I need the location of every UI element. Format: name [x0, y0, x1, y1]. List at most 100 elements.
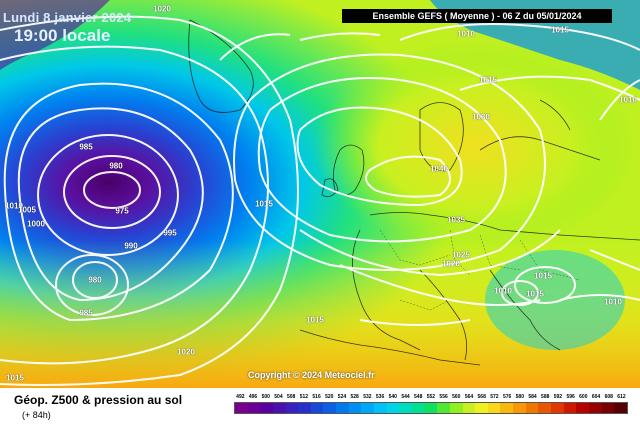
legend-swatch	[272, 403, 286, 413]
legend-swatch	[411, 403, 425, 413]
legend-value: 536	[375, 394, 385, 400]
isobar-label: 1015	[526, 289, 544, 299]
legend-value: 564	[464, 394, 474, 400]
legend-swatch	[500, 403, 514, 413]
legend-swatch	[513, 403, 526, 413]
isobar-label: 1005	[18, 205, 36, 215]
legend-value: 560	[452, 394, 461, 400]
legend-value: 544	[401, 394, 410, 400]
legend-value: 520	[325, 394, 334, 400]
isobar-label: 1010	[5, 201, 23, 211]
legend-value: 508	[286, 394, 296, 400]
lead-time: (+ 84h)	[22, 410, 51, 420]
legend-value: 576	[502, 394, 512, 400]
legend-swatch	[260, 403, 273, 413]
legend-swatch	[449, 403, 463, 413]
legend-value: 532	[363, 394, 372, 400]
legend-swatch	[551, 403, 564, 413]
legend-value: 504	[274, 394, 283, 400]
isobar-label: 1010	[619, 95, 637, 105]
legend-value: 492	[236, 394, 245, 400]
isobar-label: 1010	[494, 286, 512, 296]
isobar-label: 1015	[534, 271, 552, 281]
legend-swatch	[487, 403, 501, 413]
legend-swatch	[374, 403, 387, 413]
legend-swatch	[424, 403, 438, 413]
legend-value: 592	[553, 394, 563, 400]
isobar-label: 1020	[177, 347, 195, 357]
isobar-label: 1010	[604, 297, 622, 307]
legend-value: 596	[566, 394, 575, 400]
legend-value: 588	[541, 394, 550, 400]
legend-swatch	[386, 403, 400, 413]
isobar-label: 1030	[472, 112, 490, 122]
legend-swatch-row	[234, 402, 628, 414]
isobar-label: 985	[79, 308, 93, 318]
isobar-label: 975	[115, 206, 129, 216]
legend-value: 600	[579, 394, 588, 400]
legend-value: 568	[477, 394, 486, 400]
legend-swatch	[614, 403, 627, 413]
legend-swatch	[563, 403, 577, 413]
legend-swatch	[310, 403, 324, 413]
color-legend: 492 496 500 504 508 512 516 520 524 528 532 536 540 5…	[234, 392, 628, 424]
isobar-label: 1015	[479, 75, 497, 85]
isobar-label: 995	[163, 228, 177, 238]
legend-swatch	[462, 403, 476, 413]
legend-swatch	[437, 403, 450, 413]
legend-value: 556	[439, 394, 448, 400]
forecast-local-time: 19:00 locale	[14, 26, 111, 45]
isobar-label: 1015	[306, 315, 324, 325]
legend-value: 500	[261, 394, 270, 400]
isobar-label: 1035	[447, 215, 465, 225]
isobar-label: 1010	[457, 29, 475, 39]
legend-tick-row: 492 496 500 504 508 512 516 520 524 528 532 536 540 5…	[234, 392, 628, 402]
bottom-bar: Géop. Z500 & pression au sol (+ 84h) 492…	[0, 388, 640, 427]
legend-swatch	[336, 403, 349, 413]
legend-swatch	[576, 403, 589, 413]
legend-value: 548	[414, 394, 423, 400]
legend-value: 516	[312, 394, 321, 400]
legend-swatch	[348, 403, 362, 413]
isobar-label: 980	[88, 275, 102, 285]
weather-map[interactable]: Lundi 8 janvier 2024 19:00 locale Ensemb…	[0, 0, 640, 388]
isobar-label: 1025	[452, 250, 470, 260]
legend-value: 612	[617, 394, 626, 400]
coastlines	[188, 19, 640, 366]
legend-swatch	[475, 403, 488, 413]
legend-value: 540	[388, 394, 397, 400]
legend-value: 580	[515, 394, 524, 400]
legend-swatch	[235, 403, 248, 413]
product-title: Géop. Z500 & pression au sol	[14, 393, 183, 407]
legend-swatch	[361, 403, 375, 413]
legend-value: 528	[350, 394, 359, 400]
isobar-label: 1015	[6, 373, 24, 383]
legend-swatch	[399, 403, 412, 413]
legend-value: 512	[299, 394, 309, 400]
isobar-label: 990	[124, 241, 138, 251]
legend-value: 496	[248, 394, 258, 400]
isobars	[0, 15, 640, 386]
legend-swatch	[538, 403, 552, 413]
legend-swatch	[285, 403, 299, 413]
isobar-label: 1020	[153, 4, 171, 14]
isobar-label: 1015	[255, 199, 273, 209]
legend-swatch	[247, 403, 261, 413]
isobar-label: 1040	[430, 164, 448, 174]
legend-value: 584	[528, 394, 537, 400]
isobar-label: 985	[79, 142, 93, 152]
legend-swatch	[601, 403, 615, 413]
map-canvas	[0, 0, 640, 388]
legend-swatch	[298, 403, 311, 413]
legend-swatch	[588, 403, 602, 413]
legend-value: 552	[426, 394, 436, 400]
forecast-date: Lundi 8 janvier 2024	[3, 10, 132, 25]
isobar-label: 1015	[551, 25, 569, 35]
legend-swatch	[525, 403, 539, 413]
legend-value: 604	[591, 394, 601, 400]
borders	[379, 229, 581, 311]
isobar-label: 1020	[442, 259, 460, 269]
copyright-notice: Copyright © 2024 Meteociel.fr	[248, 370, 375, 380]
legend-value: 524	[337, 394, 347, 400]
